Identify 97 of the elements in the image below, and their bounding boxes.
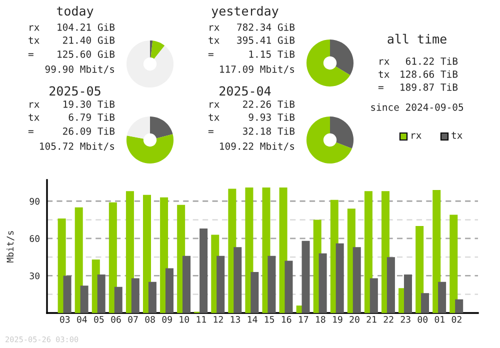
text: = 189.87 TiB (378, 83, 458, 91)
legend-label: rx (412, 133, 422, 139)
bar (182, 256, 191, 313)
x-tick-label: 15 (264, 316, 274, 323)
text: = 32.18 TiB (208, 127, 295, 135)
bar (386, 257, 395, 313)
bar (284, 260, 293, 313)
donut-slice (330, 116, 354, 149)
text: tx 6.79 TiB (28, 113, 115, 121)
text: all time (388, 34, 446, 44)
bar (108, 202, 117, 313)
x-tick-label: 08 (145, 316, 155, 323)
x-tick-label: 19 (333, 316, 342, 323)
bar (148, 282, 156, 313)
x-tick-label: 02 (452, 316, 462, 323)
chart-title: yesterday (212, 6, 278, 18)
x-tick-label: 12 (214, 316, 223, 323)
bar (370, 278, 378, 313)
text: rx 104.21 GiB (30, 23, 115, 31)
bar (131, 278, 140, 313)
bar (302, 240, 310, 313)
donut-slice (126, 116, 150, 139)
bar (165, 268, 174, 313)
donut-slice (126, 40, 174, 88)
x-tick-label: 14 (248, 316, 258, 323)
bar (318, 253, 327, 313)
x-tick-label: 17 (299, 316, 308, 323)
bar (455, 299, 464, 313)
text: rx 19.30 TiB (30, 100, 115, 108)
bar (336, 243, 344, 313)
text: rx 22.26 TiB (210, 100, 295, 108)
x-tick-label: 16 (282, 316, 292, 323)
donut-slice (306, 116, 352, 164)
text: rx 61.22 TiB (380, 57, 458, 65)
text: = 1.15 TiB (208, 50, 295, 58)
x-tick-label: 03 (60, 316, 70, 323)
text: = 125.60 GiB (28, 50, 115, 58)
y-tick-label: 90 (30, 198, 40, 205)
y-tick-label: 60 (30, 235, 40, 242)
text: tx 395.41 GiB (208, 36, 295, 44)
x-tick-label: 23 (400, 316, 410, 323)
bar (126, 191, 134, 313)
text: since 2024-09-05 (371, 103, 464, 111)
y-tick-label: 30 (30, 272, 40, 280)
text: 105.72 Mbit/s (40, 142, 114, 151)
text: 117.09 Mbit/s (220, 65, 294, 74)
text: tx 9.93 TiB (208, 113, 295, 121)
bar (416, 226, 424, 313)
bar (74, 207, 83, 313)
x-tick-label: 21 (366, 316, 376, 323)
bar (234, 247, 242, 313)
x-tick-label: 20 (350, 316, 360, 323)
text: tx 128.66 TiB (378, 70, 458, 78)
x-tick-label: 13 (230, 316, 240, 323)
bar (432, 190, 441, 313)
text: 109.22 Mbit/s (220, 142, 294, 151)
x-tick-label: 07 (128, 316, 138, 323)
x-tick-label: 01 (434, 316, 444, 323)
donut-slice (150, 40, 153, 58)
chart-title: today (56, 6, 94, 18)
x-tick-label: 22 (384, 316, 394, 323)
legend-label: tx (452, 132, 462, 139)
bar (438, 282, 446, 313)
donut-slice (150, 116, 173, 138)
donut-slice (126, 134, 174, 164)
x-tick-label: 05 (94, 316, 104, 323)
bar (404, 274, 412, 313)
bar (250, 272, 259, 313)
chart-title: 2025-04 (220, 86, 271, 96)
bar (364, 191, 372, 313)
text: = 26.09 TiB (28, 127, 115, 135)
x-tick-label: 04 (77, 316, 87, 323)
bar (114, 286, 122, 313)
bar (63, 276, 72, 313)
bar (450, 214, 458, 313)
bar (216, 256, 225, 313)
bar (268, 256, 276, 313)
bar (352, 247, 361, 313)
donut-slice (150, 40, 165, 59)
x-tick-label: 10 (180, 316, 189, 323)
x-tick-label: 09 (162, 316, 172, 323)
bar (421, 293, 430, 313)
x-tick-label: 18 (316, 316, 326, 323)
text: rx 782.34 GiB (210, 23, 295, 31)
bar (80, 286, 88, 313)
donut-slice (330, 39, 354, 76)
text: 99.90 Mbit/s (45, 65, 114, 74)
x-tick-label: 06 (111, 316, 121, 323)
x-tick-label: 00 (418, 316, 428, 323)
chart-title: 2025-05 (50, 86, 100, 96)
donut-slice (306, 39, 350, 87)
bar (200, 228, 208, 313)
x-tick-label: 11 (196, 316, 206, 323)
text: tx 21.40 GiB (28, 36, 115, 44)
bar (142, 194, 151, 313)
y-axis-title: Mbit/s (6, 231, 14, 262)
bar (97, 274, 106, 313)
